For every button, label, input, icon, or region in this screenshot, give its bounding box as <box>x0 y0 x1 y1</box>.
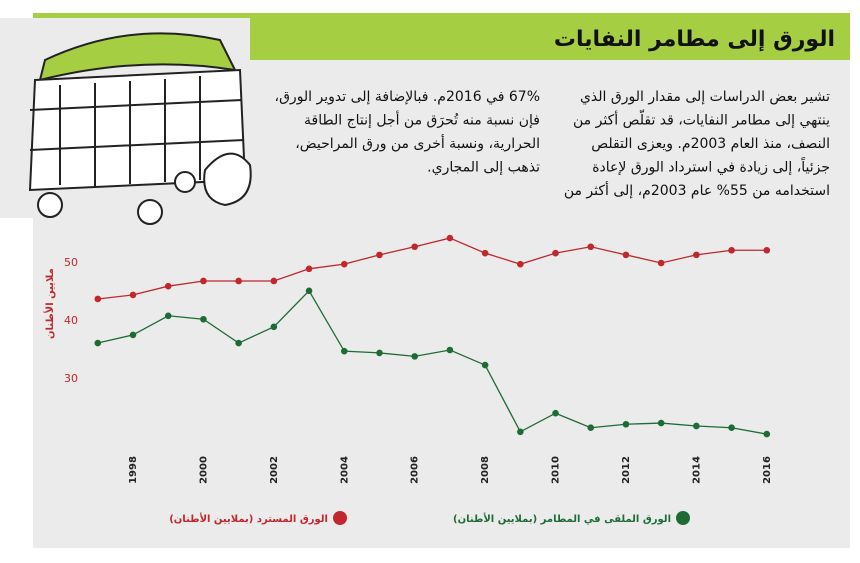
data-point <box>340 260 348 268</box>
chart-title: الورق إلى مطامر النفايات <box>554 27 835 52</box>
legend-marker <box>676 511 690 525</box>
description-line: تشير بعض الدراسات إلى مقدار الورق الذي <box>580 89 830 105</box>
data-point <box>587 243 595 251</box>
description-line: فإن نسبة منه تُحرَق من أجل إنتاج الطاقة <box>304 111 540 129</box>
y-tick-label: 30 <box>64 372 78 385</box>
data-point <box>763 430 771 438</box>
data-point <box>481 249 489 257</box>
legend-label: الورق المسترد (بملايين الأطنان) <box>169 512 328 525</box>
description-line: تذهب إلى المجاري. <box>427 160 540 176</box>
data-point <box>481 361 489 369</box>
data-point <box>270 277 278 285</box>
data-point <box>587 424 595 432</box>
data-point <box>446 346 454 354</box>
data-point <box>129 291 137 299</box>
x-tick-label: 2006 <box>410 456 421 484</box>
data-point <box>728 246 735 254</box>
data-point <box>305 265 313 273</box>
data-point <box>340 347 348 355</box>
description: تشير بعض الدراسات إلى مقدار الورق الذي ين… <box>275 89 831 199</box>
x-tick-label: 2004 <box>339 456 350 484</box>
data-point <box>657 419 665 427</box>
series-line <box>97 237 767 300</box>
data-point <box>411 353 418 360</box>
data-point <box>94 295 102 303</box>
data-point <box>622 251 630 259</box>
data-point <box>411 243 418 251</box>
data-point <box>164 282 172 290</box>
description-line: جزئياً، إلى زيادة في استرداد الورق لإعاد… <box>592 156 830 175</box>
x-tick-label: 2002 <box>269 456 280 484</box>
data-point <box>129 331 137 339</box>
data-point <box>693 422 700 430</box>
x-tick-label: 2012 <box>621 456 632 484</box>
data-point <box>235 339 242 347</box>
data-point <box>270 323 278 331</box>
data-point <box>376 349 383 357</box>
data-point <box>517 428 524 436</box>
data-point <box>446 234 454 242</box>
x-tick-label: 2010 <box>551 456 562 484</box>
data-point <box>552 249 559 257</box>
data-point <box>728 424 735 432</box>
description-line: استخدامه من 55% عام 2003م، إلى أكثر من <box>564 181 830 199</box>
data-point <box>200 277 207 285</box>
description-line: الحرارية، ونسبة أخرى من ورق المراحيض، <box>295 134 540 152</box>
data-point <box>552 409 559 417</box>
description-line: النصف، منذ العام 2003م. ويعزى التقلص <box>591 136 830 152</box>
x-tick-label: 2000 <box>198 456 209 484</box>
trash-bin-illustration <box>0 18 252 225</box>
data-point <box>763 246 771 254</box>
data-point <box>164 312 172 320</box>
x-tick-label: 2014 <box>691 456 702 484</box>
data-point <box>622 420 630 428</box>
description-line: ينتهي إلى مطامر النفايات، قد تقلّص أكثر … <box>573 109 830 128</box>
x-tick-label: 2016 <box>762 456 773 484</box>
legend-label: الورق الملقى في المطامر (بملايين الأطنان… <box>453 512 671 525</box>
data-point <box>376 251 383 259</box>
data-point <box>200 315 207 323</box>
y-tick-label: 50 <box>64 256 78 269</box>
x-tick-label: 1998 <box>128 456 139 484</box>
data-point <box>517 260 524 268</box>
data-point <box>657 259 665 267</box>
y-tick-label: 40 <box>64 314 78 327</box>
data-point <box>235 277 242 285</box>
legend-marker <box>333 511 347 525</box>
y-axis-title: ملايين الأطنان <box>43 268 56 339</box>
description-line: 67% في 2016م. فبالإضافة إلى تدوير الورق، <box>275 89 540 105</box>
data-point <box>94 339 102 347</box>
data-point <box>693 251 700 259</box>
series-line <box>97 289 767 435</box>
data-point <box>305 287 313 295</box>
x-tick-label: 2008 <box>480 456 491 484</box>
